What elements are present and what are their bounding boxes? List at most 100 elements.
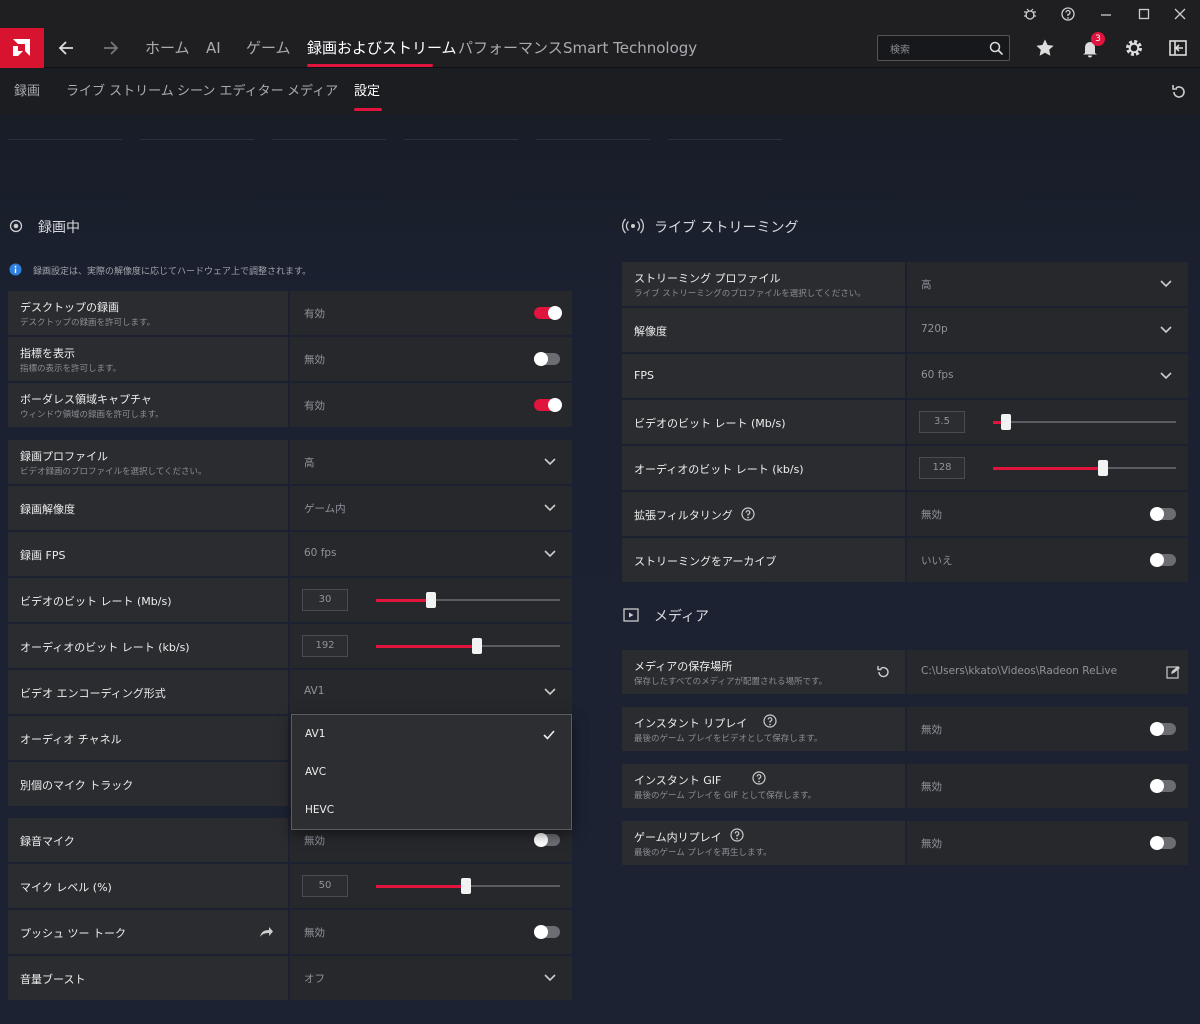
slider-knob[interactable] (461, 878, 472, 894)
dropdown-chevron[interactable] (543, 455, 557, 469)
dropdown-chevron[interactable] (1159, 277, 1173, 291)
dropdown-chevron[interactable] (543, 501, 557, 515)
toggle-switch[interactable] (534, 925, 560, 939)
setting-row: ボーダレス領域キャプチャ ウィンドウ領域の録画を許可します。 有効 (8, 383, 572, 427)
nav-tab[interactable]: ゲーム (246, 39, 291, 57)
toggle-knob (534, 833, 548, 847)
toggle-switch[interactable] (534, 306, 562, 320)
exit-button[interactable] (1168, 38, 1188, 58)
toggle-knob (1150, 553, 1164, 567)
nav-tab[interactable]: ホーム (145, 39, 190, 57)
section-title: メディア (654, 609, 710, 625)
slider-fill (376, 598, 432, 602)
nav-tab[interactable]: パフォーマンス (458, 39, 563, 57)
setting-row: 録画解像度 ゲーム内 (8, 486, 572, 530)
nav-tab[interactable]: 録画およびストリーム (307, 39, 457, 57)
setting-label-cell: オーディオのビット レート (kb/s) (8, 624, 288, 668)
search-box[interactable]: 検索 (877, 35, 1010, 61)
toggle-switch[interactable] (1150, 722, 1176, 736)
toggle-switch[interactable] (534, 833, 560, 847)
toggle-switch[interactable] (534, 352, 560, 366)
slider-knob[interactable] (1000, 414, 1011, 430)
toggle-switch[interactable] (1150, 553, 1176, 567)
search-placeholder: 検索 (890, 45, 910, 56)
setting-row: ビデオのビット レート (Mb/s) 30 (8, 578, 572, 622)
reset-icon[interactable] (875, 664, 891, 680)
amd-logo[interactable] (0, 28, 44, 68)
minimize-button[interactable] (1098, 6, 1114, 22)
setting-row: メディアの保存場所 保存したすべてのメディアが配置される場所です。 C:\Users… (622, 650, 1188, 694)
maximize-button[interactable] (1136, 6, 1152, 22)
help-icon[interactable] (741, 507, 755, 521)
help-button[interactable] (1060, 6, 1076, 22)
nav-tab[interactable]: AI (206, 39, 221, 57)
help-icon[interactable] (730, 828, 744, 842)
toggle-switch[interactable] (1150, 779, 1176, 793)
toggle-switch[interactable] (534, 398, 562, 412)
setting-label: 録音マイク (20, 835, 75, 848)
toggle-switch[interactable] (1150, 507, 1176, 521)
setting-value-cell: 192 (290, 624, 572, 668)
setting-label: マイク レベル (%) (20, 881, 112, 894)
dropdown-chevron[interactable] (543, 971, 557, 985)
dropdown-option[interactable]: AVC (305, 766, 327, 778)
setting-row: 指標を表示 指標の表示を許可します。 無効 (8, 337, 572, 381)
toggle-switch[interactable] (1150, 836, 1176, 850)
section-title: ライブ ストリーミング (654, 220, 799, 236)
setting-label: ビデオ エンコーディング形式 (20, 687, 166, 700)
dropdown-chevron[interactable] (543, 685, 557, 699)
slider-input[interactable]: 30 (302, 589, 348, 611)
setting-label-cell: ビデオのビット レート (Mb/s) (622, 400, 905, 444)
favorites-button[interactable] (1035, 38, 1055, 58)
setting-label-cell: オーディオ チャネル (8, 716, 288, 760)
reset-button[interactable] (1170, 83, 1188, 101)
sub-tab[interactable]: 録画 (14, 84, 41, 99)
slider-input[interactable]: 3.5 (919, 411, 965, 433)
dropdown-chevron[interactable] (1159, 323, 1173, 337)
sub-tab[interactable]: メディア (287, 84, 339, 99)
setting-label: ビデオのビット レート (Mb/s) (20, 595, 172, 608)
slider-knob[interactable] (472, 638, 483, 654)
nav-tab[interactable]: Smart Technology (563, 39, 698, 57)
setting-value-cell: 3.5 (907, 400, 1188, 444)
setting-value-cell: オフ (290, 956, 572, 1000)
slider-input[interactable]: 192 (302, 635, 348, 657)
setting-label: オーディオ チャネル (20, 733, 122, 746)
edit-icon[interactable] (1166, 665, 1180, 679)
bug-report-button[interactable] (1022, 6, 1038, 22)
setting-value: 高 (304, 457, 315, 469)
sub-tab[interactable]: 設定 (354, 84, 381, 99)
forward-button[interactable] (101, 38, 121, 58)
help-icon[interactable] (752, 771, 766, 785)
slider-knob[interactable] (1097, 460, 1108, 476)
setting-value-cell: いいえ (907, 538, 1188, 582)
slider-input[interactable]: 50 (302, 875, 348, 897)
slider-input[interactable]: 128 (919, 457, 965, 479)
setting-label-cell: メディアの保存場所 保存したすべてのメディアが配置される場所です。 (622, 650, 905, 694)
slider-knob[interactable] (426, 592, 437, 608)
shortcut-icon[interactable] (258, 925, 274, 939)
close-button[interactable] (1172, 6, 1188, 22)
dropdown-option[interactable]: HEVC (305, 804, 335, 816)
settings-button[interactable] (1124, 38, 1144, 58)
setting-label-cell: 解像度 (622, 308, 905, 352)
setting-value-cell: 高 (907, 262, 1188, 306)
setting-description: ウィンドウ領域の録画を許可します。 (20, 410, 164, 420)
setting-label: 拡張フィルタリング (634, 509, 733, 522)
setting-label: ビデオのビット レート (Mb/s) (634, 417, 786, 430)
setting-row: 解像度 720p (622, 308, 1188, 352)
help-icon[interactable] (763, 714, 777, 728)
dropdown-chevron[interactable] (543, 547, 557, 561)
toggle-knob (548, 398, 562, 412)
toggle-knob (1150, 507, 1164, 521)
notifications-button[interactable] (1080, 38, 1100, 58)
dropdown-chevron[interactable] (1159, 369, 1173, 383)
dropdown-option[interactable]: AV1 (305, 728, 326, 740)
setting-value: 無効 (921, 509, 942, 521)
back-button[interactable] (56, 38, 76, 58)
sub-tab[interactable]: ライブ ストリーム (66, 84, 174, 99)
sub-tab[interactable]: シーン エディター (177, 84, 284, 99)
setting-value: C:\Users\kkato\Videos\Radeon ReLive (921, 665, 1118, 677)
setting-label-cell: インスタント GIF 最後のゲーム プレイを GIF として保存します。 (622, 764, 905, 808)
setting-row: ビデオのビット レート (Mb/s) 3.5 (622, 400, 1188, 444)
